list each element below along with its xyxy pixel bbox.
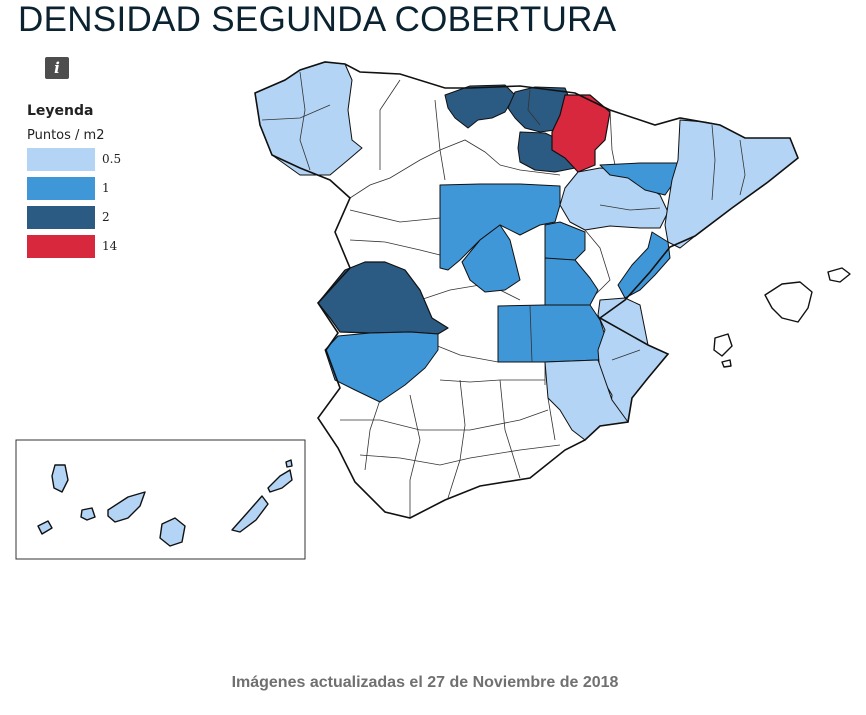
island-mallorca[interactable] bbox=[764, 281, 813, 323]
province-border bbox=[379, 79, 401, 170]
legend-swatch bbox=[27, 148, 95, 171]
province-border bbox=[261, 104, 331, 121]
province-border bbox=[547, 397, 556, 441]
region-castellon[interactable] bbox=[617, 231, 671, 299]
island-el-hierro[interactable] bbox=[37, 520, 53, 535]
region-ciudad-real-albacete[interactable] bbox=[497, 304, 609, 363]
region-madrid[interactable] bbox=[461, 224, 521, 293]
province-border bbox=[527, 89, 541, 126]
region-badajoz[interactable] bbox=[324, 331, 439, 403]
legend-label: 0.5 bbox=[102, 152, 122, 166]
page-title: DENSIDAD SEGUNDA COBERTURA bbox=[18, 0, 617, 39]
info-icon: i bbox=[54, 59, 60, 77]
island-menorca[interactable] bbox=[827, 267, 851, 283]
legend-swatch bbox=[27, 206, 95, 229]
province-border bbox=[349, 239, 441, 256]
province-border bbox=[447, 379, 466, 499]
province-border bbox=[711, 124, 716, 201]
province-border bbox=[340, 409, 549, 431]
island-formentera[interactable] bbox=[721, 359, 732, 368]
province-border bbox=[599, 204, 661, 211]
province-border bbox=[739, 139, 746, 196]
legend-swatch bbox=[27, 177, 95, 200]
island-tenerife[interactable] bbox=[107, 491, 146, 523]
province-border bbox=[439, 379, 545, 383]
province-border bbox=[499, 164, 561, 176]
province-border bbox=[584, 229, 611, 296]
province-border bbox=[529, 305, 533, 363]
region-galicia[interactable] bbox=[254, 61, 363, 176]
region-cantabria[interactable] bbox=[444, 84, 516, 129]
province-border bbox=[349, 139, 501, 199]
info-button[interactable]: i bbox=[45, 57, 69, 79]
legend-title: Leyenda bbox=[27, 103, 94, 119]
island-la-graciosa[interactable] bbox=[285, 459, 293, 468]
canary-islands[interactable] bbox=[37, 459, 293, 547]
legend-label: 1 bbox=[102, 181, 110, 195]
island-fuerteventura[interactable] bbox=[231, 495, 269, 533]
island-la-palma[interactable] bbox=[51, 464, 69, 493]
region-caceres[interactable] bbox=[317, 261, 449, 335]
legend-units: Puntos / m2 bbox=[27, 128, 105, 143]
footer-note: Imágenes actualizadas el 27 de Noviembre… bbox=[231, 674, 619, 691]
legend-item: 1 bbox=[27, 177, 110, 206]
province-border bbox=[609, 109, 616, 166]
island-ibiza[interactable] bbox=[713, 333, 733, 357]
region-huesca[interactable] bbox=[599, 162, 679, 196]
region-segovia-valladolid[interactable] bbox=[439, 183, 561, 271]
province-border bbox=[434, 99, 446, 181]
region-cataluna[interactable] bbox=[664, 119, 799, 249]
province-border bbox=[409, 394, 421, 518]
legend-swatch bbox=[27, 235, 95, 258]
province-border bbox=[364, 399, 381, 471]
island-la-gomera[interactable] bbox=[80, 507, 96, 521]
legend-item: 0.5 bbox=[27, 148, 121, 177]
internal-borders bbox=[330, 79, 616, 518]
island-gran-canaria[interactable] bbox=[159, 517, 186, 547]
legend-item: 14 bbox=[27, 235, 117, 264]
legend: Leyenda Puntos / m2 0.5 1 2 14 bbox=[27, 103, 121, 264]
legend-item: 2 bbox=[27, 206, 110, 235]
balearic-islands[interactable] bbox=[713, 267, 851, 368]
legend-label: 2 bbox=[102, 210, 110, 224]
legend-label: 14 bbox=[102, 239, 118, 253]
island-lanzarote[interactable] bbox=[267, 469, 293, 493]
province-border bbox=[611, 349, 641, 361]
province-border bbox=[359, 444, 561, 466]
spain-coastline bbox=[254, 61, 799, 519]
province-border bbox=[349, 209, 441, 223]
province-border bbox=[499, 379, 521, 479]
province-border bbox=[299, 71, 311, 171]
